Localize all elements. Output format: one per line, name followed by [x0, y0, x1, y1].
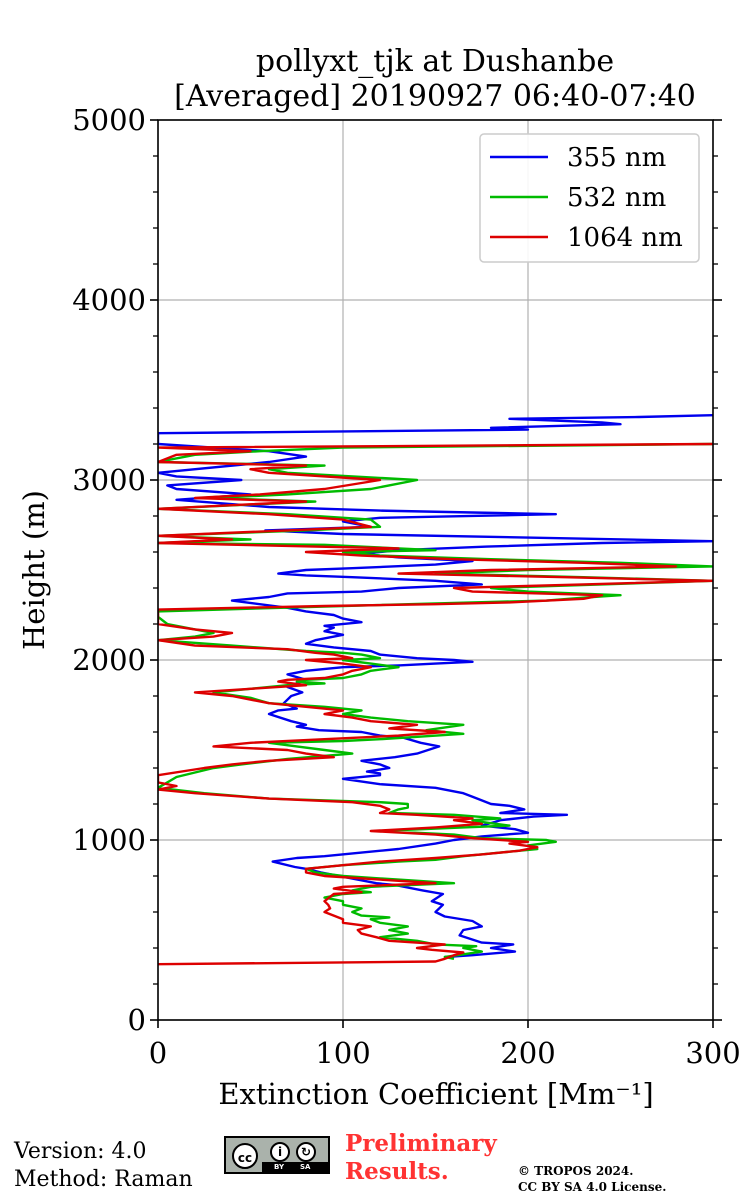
copyright-notice: © TROPOS 2024. CC BY SA 4.0 License.	[518, 1163, 666, 1195]
cc-badge-band: BY SA	[262, 1162, 328, 1172]
series-line-532-nm	[158, 442, 713, 960]
y-axis-label: Height (m)	[17, 490, 51, 650]
x-tick-label: 100	[315, 1036, 370, 1070]
series-layer	[158, 414, 713, 966]
method-text: Method: Raman	[14, 1167, 193, 1192]
cc-sa-label: SA	[300, 1163, 311, 1171]
cc-license-badge[interactable]: cc i ↻ BY SA	[224, 1136, 330, 1174]
series-line-1064-nm	[158, 442, 713, 966]
legend-box	[479, 133, 700, 263]
chart-title: pollyxt_tjk at Dushanbe	[256, 44, 614, 79]
preliminary-line-2: Results.	[345, 1158, 449, 1185]
legend-label-1064: 1064 nm	[567, 223, 683, 253]
chart-subtitle: [Averaged] 20190927 06:40-07:40	[174, 79, 696, 114]
version-text: Version: 4.0	[14, 1139, 147, 1164]
legend: 355 nm 532 nm 1064 nm	[479, 133, 700, 263]
share-alike-icon: ↻	[296, 1142, 316, 1162]
x-tick-label: 200	[500, 1036, 555, 1070]
y-tick-label: 2000	[72, 643, 146, 677]
footer-info: Version: 4.0 Method: Raman	[14, 1138, 193, 1194]
by-attribution-icon: i	[270, 1142, 290, 1162]
y-tick-label: 4000	[72, 283, 146, 317]
legend-label-355: 355 nm	[567, 143, 666, 173]
cc-by-label: BY	[274, 1163, 285, 1171]
legend-label-532: 532 nm	[567, 183, 666, 213]
copyright-line-1: © TROPOS 2024.	[518, 1164, 634, 1178]
y-tick-labels: 0 1000 2000 3000 4000 5000	[72, 103, 146, 1037]
preliminary-results-notice: Preliminary Results.	[345, 1130, 497, 1186]
x-axis-label: Extinction Coefficient [Mm⁻¹]	[218, 1077, 653, 1111]
plot-frame	[157, 119, 714, 1021]
preliminary-line-1: Preliminary	[345, 1130, 497, 1157]
cc-logo-icon: cc	[232, 1143, 258, 1169]
axis-ticks	[150, 119, 722, 1028]
y-tick-label: 5000	[72, 103, 146, 137]
copyright-line-2: CC BY SA 4.0 License.	[518, 1180, 667, 1194]
y-tick-label: 1000	[72, 823, 146, 857]
x-tick-labels: 0 100 200 300	[149, 1036, 741, 1070]
x-tick-label: 0	[149, 1036, 167, 1070]
y-tick-label: 3000	[72, 463, 146, 497]
x-tick-label: 300	[685, 1036, 740, 1070]
y-tick-label: 0	[128, 1003, 146, 1037]
